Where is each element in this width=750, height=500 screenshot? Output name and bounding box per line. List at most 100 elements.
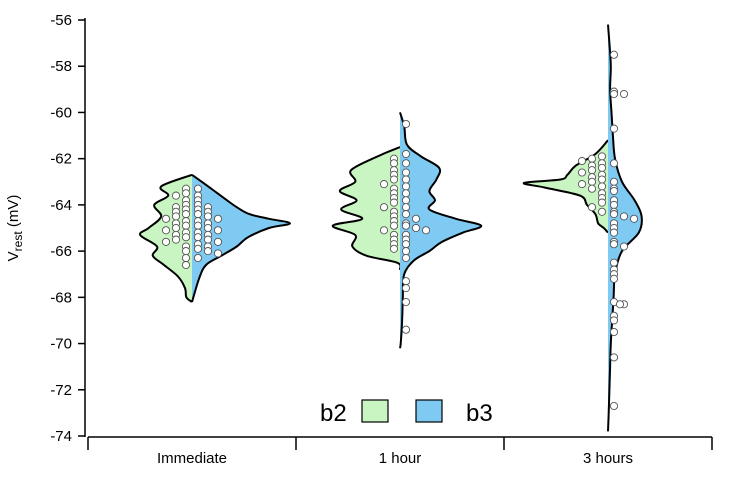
data-point-b3 bbox=[401, 221, 411, 230]
violin-outline-b3 bbox=[399, 112, 483, 349]
data-point-b2 bbox=[389, 175, 399, 184]
data-point-b3 bbox=[401, 325, 411, 334]
data-point-b2 bbox=[389, 159, 399, 168]
data-point-b3 bbox=[421, 226, 431, 235]
data-point-b3 bbox=[609, 50, 619, 59]
data-point-b2 bbox=[587, 177, 597, 186]
data-point-b2 bbox=[597, 198, 607, 207]
data-point-b3 bbox=[629, 214, 639, 223]
data-point-b2 bbox=[171, 191, 181, 200]
data-point-b3 bbox=[401, 253, 411, 263]
data-point-b2 bbox=[181, 247, 191, 256]
data-point-b3 bbox=[609, 316, 619, 325]
data-point-b3 bbox=[609, 353, 619, 362]
data-point-b3 bbox=[609, 177, 619, 186]
data-point-b2 bbox=[379, 226, 389, 235]
legend-label-b2: b2 bbox=[320, 400, 347, 427]
data-point-b3 bbox=[193, 244, 203, 253]
data-point-b2 bbox=[181, 221, 191, 230]
y-tick-label: -74 bbox=[50, 428, 72, 445]
violin-outline-b2 bbox=[331, 146, 402, 270]
data-point-b3 bbox=[213, 237, 223, 246]
data-point-b3 bbox=[609, 124, 619, 133]
data-point-b3 bbox=[401, 189, 411, 198]
data-point-b3 bbox=[401, 168, 411, 177]
y-axis-title: Vrest (mV) bbox=[5, 195, 25, 262]
data-point-b3 bbox=[609, 274, 619, 283]
data-point-b3 bbox=[401, 175, 411, 184]
points-layer bbox=[161, 50, 639, 411]
data-point-b2 bbox=[587, 154, 597, 163]
legend-swatch-b3 bbox=[415, 399, 443, 423]
data-point-b3 bbox=[203, 212, 213, 221]
data-point-b2 bbox=[389, 244, 399, 253]
y-tick-label: -68 bbox=[50, 289, 72, 306]
data-point-b2 bbox=[171, 223, 181, 233]
data-point-b2 bbox=[161, 214, 171, 223]
data-point-b2 bbox=[181, 260, 191, 270]
violins-layer bbox=[139, 24, 643, 432]
data-point-b2 bbox=[389, 198, 399, 207]
data-point-b3 bbox=[401, 159, 411, 168]
data-point-b2 bbox=[379, 203, 389, 212]
data-point-b2 bbox=[597, 182, 607, 191]
data-point-b3 bbox=[401, 149, 411, 159]
data-point-b2 bbox=[161, 226, 171, 235]
data-point-b2 bbox=[181, 233, 191, 242]
y-axis-title-subscript: rest bbox=[11, 231, 25, 252]
data-point-b3 bbox=[401, 247, 411, 256]
x-tick-label: Immediate bbox=[157, 450, 227, 467]
legend-swatch-b2 bbox=[361, 399, 389, 423]
data-point-b3 bbox=[609, 327, 619, 337]
y-axis: -56 -58 -60 -62 -64 -66 -68 -70 -72 -74 bbox=[50, 12, 86, 445]
data-point-b3 bbox=[203, 247, 213, 256]
data-point-b2 bbox=[181, 189, 191, 198]
data-point-b3 bbox=[401, 203, 411, 212]
data-point-b3 bbox=[401, 277, 411, 286]
data-point-b3 bbox=[193, 253, 203, 263]
data-point-b3 bbox=[609, 186, 619, 196]
x-axis: Immediate 1 hour 3 hours bbox=[87, 436, 713, 467]
x-tick-label: 3 hours bbox=[583, 450, 633, 467]
data-point-b3 bbox=[203, 235, 213, 244]
data-point-b3 bbox=[609, 401, 619, 411]
data-point-b2 bbox=[171, 235, 181, 244]
data-point-b3 bbox=[619, 212, 629, 221]
y-tick-label: -58 bbox=[50, 58, 72, 75]
y-tick-label: -56 bbox=[50, 12, 72, 29]
violin-half-b2 bbox=[332, 147, 401, 270]
y-tick-label: -66 bbox=[50, 243, 72, 260]
data-point-b3 bbox=[401, 210, 411, 219]
violin-half-b3 bbox=[192, 174, 290, 302]
data-point-b3 bbox=[193, 221, 203, 230]
data-point-b3 bbox=[193, 233, 203, 242]
data-point-b3 bbox=[609, 258, 619, 267]
data-point-b2 bbox=[597, 152, 607, 161]
violin-outline-b2 bbox=[522, 139, 609, 234]
y-axis-title-main: V bbox=[5, 251, 22, 261]
data-point-b3 bbox=[615, 300, 625, 309]
data-point-b2 bbox=[587, 184, 597, 193]
data-point-b2 bbox=[577, 156, 587, 166]
violin-half-b2 bbox=[523, 140, 608, 233]
data-point-b3 bbox=[193, 184, 203, 193]
data-point-b3 bbox=[619, 242, 629, 251]
violin-half-b3 bbox=[608, 24, 642, 432]
y-tick-label: -72 bbox=[50, 382, 72, 399]
data-point-b3 bbox=[609, 89, 619, 99]
data-point-b3 bbox=[401, 182, 411, 191]
data-point-b3 bbox=[401, 119, 411, 129]
legend: b2 b3 bbox=[320, 399, 493, 427]
data-point-b2 bbox=[389, 221, 399, 230]
data-point-b3 bbox=[203, 223, 213, 233]
data-point-b3 bbox=[193, 210, 203, 219]
data-point-b3 bbox=[411, 223, 421, 233]
y-tick-label: -60 bbox=[50, 104, 72, 121]
data-point-b2 bbox=[379, 180, 389, 189]
y-tick-label: -64 bbox=[50, 197, 72, 214]
data-point-b2 bbox=[181, 253, 191, 263]
data-point-b2 bbox=[161, 237, 171, 246]
data-point-b3 bbox=[619, 89, 629, 99]
data-point-b2 bbox=[597, 207, 607, 216]
data-point-b2 bbox=[181, 210, 191, 219]
